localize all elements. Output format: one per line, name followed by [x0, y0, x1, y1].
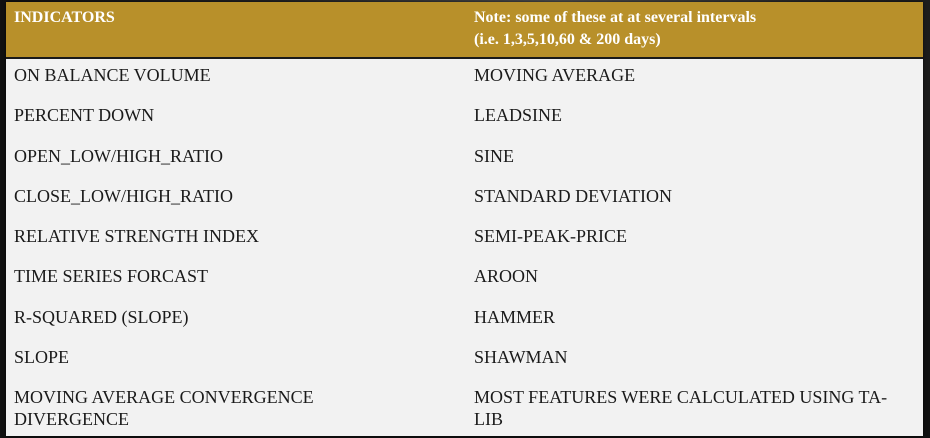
table-header: INDICATORS Note: some of these at at sev…: [6, 2, 923, 59]
interval-indicator-cell: HAMMER: [474, 306, 556, 327]
indicator-cell: MOVING AVERAGE CONVERGENCE DIVERGENCE: [14, 387, 314, 430]
indicator-cell: OPEN_LOW/HIGH_RATIO: [14, 145, 223, 166]
header-note: Note: some of these at at several interv…: [474, 7, 914, 51]
table-row: TIME SERIES FORCAST AROON: [6, 260, 923, 300]
header-note-line1: Note: some of these at at several interv…: [474, 9, 757, 26]
indicator-cell: SLOPE: [14, 347, 70, 368]
header-indicators: INDICATORS: [14, 9, 115, 26]
indicator-cell: TIME SERIES FORCAST: [14, 266, 209, 287]
header-note-line2: (i.e. 1,3,5,10,60 & 200 days): [474, 31, 661, 48]
indicator-cell: RELATIVE STRENGTH INDEX: [14, 226, 259, 247]
table-row: SLOPE SHAWMAN: [6, 341, 923, 381]
table-row: MOVING AVERAGE CONVERGENCE DIVERGENCE MO…: [6, 381, 923, 431]
interval-indicator-cell: SHAWMAN: [474, 347, 568, 368]
indicator-cell: PERCENT DOWN: [14, 105, 155, 126]
table-row: OPEN_LOW/HIGH_RATIO SINE: [6, 140, 923, 180]
table-body: ON BALANCE VOLUME MOVING AVERAGE PERCENT…: [6, 59, 923, 431]
table-row: R-SQUARED (SLOPE) HAMMER: [6, 301, 923, 341]
table-row: PERCENT DOWN LEADSINE: [6, 99, 923, 139]
interval-indicator-cell: MOVING AVERAGE: [474, 65, 636, 85]
table-row: CLOSE_LOW/HIGH_RATIO STANDARD DEVIATION: [6, 180, 923, 220]
indicator-cell: CLOSE_LOW/HIGH_RATIO: [14, 185, 233, 206]
interval-indicator-cell: STANDARD DEVIATION: [474, 185, 673, 206]
interval-indicator-cell: AROON: [474, 266, 539, 287]
table-row: RELATIVE STRENGTH INDEX SEMI-PEAK-PRICE: [6, 220, 923, 260]
interval-indicator-cell: LEADSINE: [474, 105, 562, 126]
interval-indicator-cell: SINE: [474, 145, 514, 166]
indicator-cell: R-SQUARED (SLOPE): [14, 306, 189, 327]
indicator-cell: ON BALANCE VOLUME: [14, 65, 211, 85]
interval-indicator-cell: SEMI-PEAK-PRICE: [474, 226, 628, 247]
footnote-cell: MOST FEATURES WERE CALCULATED USING TA-L…: [474, 387, 888, 430]
indicators-table: INDICATORS Note: some of these at at sev…: [6, 2, 923, 436]
table-row: ON BALANCE VOLUME MOVING AVERAGE: [6, 59, 923, 99]
